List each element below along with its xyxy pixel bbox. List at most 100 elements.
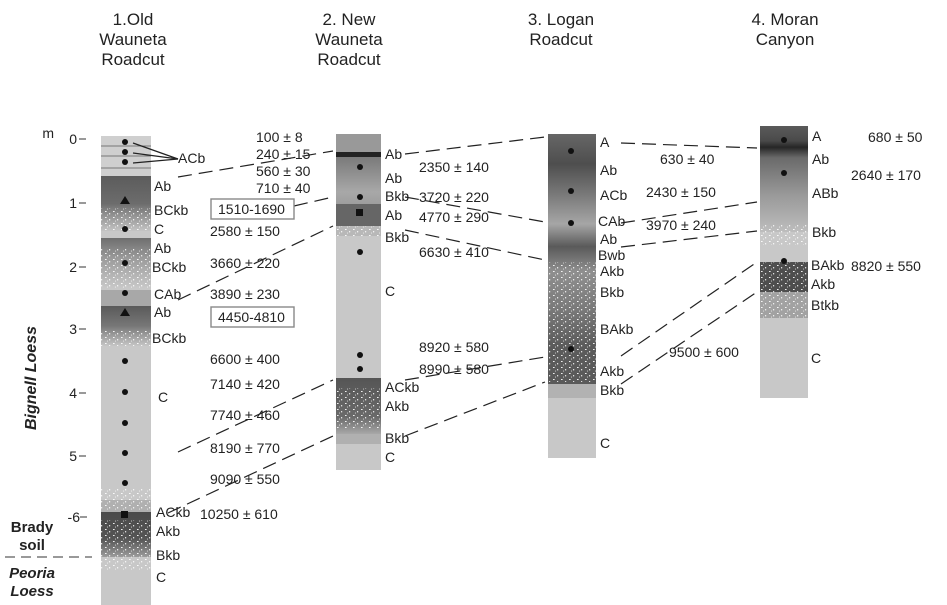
column-moran-canyon: A Ab ABb Bkb BAkb Akb Btkb C — [760, 126, 845, 398]
age-range-box — [210, 198, 295, 220]
horizon-label: C — [156, 569, 166, 585]
horizon-label: Akb — [156, 523, 180, 539]
depth-tick: 5 — [69, 448, 77, 464]
age-label: 560 ± 30 — [256, 163, 311, 179]
horizon-label: ACb — [600, 187, 627, 203]
header-line-1: 4. Moran — [751, 10, 818, 29]
depth-tick: 3 — [69, 321, 77, 337]
age-label: 630 ± 40 — [660, 151, 715, 167]
age-label: 8820 ± 550 — [851, 258, 921, 274]
header-old-wauneta: 1.Old Wauneta Roadcut — [99, 10, 167, 69]
horizon-label: C — [154, 221, 164, 237]
header-line-1: 3. Logan — [528, 10, 594, 29]
header-line-2: Roadcut — [529, 30, 593, 49]
horizon-label: Bkb — [385, 430, 409, 446]
peoria-loess-label: Peoria Loess — [9, 565, 55, 600]
age-label: 8920 ± 580 — [419, 339, 489, 355]
horizon-label: Akb — [811, 276, 835, 292]
horizon-label: CAb — [598, 213, 625, 229]
ages-logan: 630 ± 40 2430 ± 150 3970 ± 240 9500 ± 60… — [646, 151, 739, 360]
depth-tick: 2 — [69, 259, 77, 275]
horizon-label: Btkb — [811, 297, 839, 313]
age-label: 10250 ± 610 — [200, 506, 278, 522]
horizon-label: Bkb — [385, 188, 409, 204]
horizon-label: Ab — [154, 304, 171, 320]
age-label: 8990 ± 580 — [419, 361, 489, 377]
horizon-label: Bkb — [812, 224, 836, 240]
header-line-1: 2. New — [323, 10, 377, 29]
horizon-label: Ab — [600, 231, 617, 247]
horizon-label: Ab — [600, 162, 617, 178]
horizon-label: Akb — [385, 398, 409, 414]
header-line-2: Wauneta — [315, 30, 383, 49]
horizon-label: C — [600, 435, 610, 451]
column-logan-roadcut: A Ab ACb CAb Ab Bwb Akb Bkb BAkb Akb Bkb… — [548, 134, 634, 458]
horizon-label: Ab — [385, 146, 402, 162]
horizon-label: BCkb — [152, 330, 186, 346]
header-line-3: Roadcut — [101, 50, 165, 69]
horizon-label: BAkb — [811, 257, 845, 273]
svg-text:Loess: Loess — [10, 583, 53, 600]
depth-unit: m — [42, 125, 54, 141]
horizon-label: Bkb — [156, 547, 180, 563]
header-moran-canyon: 4. Moran Canyon — [751, 10, 818, 49]
age-label: 9500 ± 600 — [669, 344, 739, 360]
depth-axis: m 0 1 2 3 4 5 -6 — [42, 125, 87, 525]
header-line-3: Roadcut — [317, 50, 381, 69]
svg-text:Brady: Brady — [11, 519, 54, 536]
horizon-label: Ab — [812, 151, 829, 167]
column-old-wauneta: ACb Ab BCkb C Ab BCkb CAb Ab BCkb C ACkb… — [101, 136, 205, 605]
age-label: 8190 ± 770 — [210, 440, 280, 456]
horizon-label: A — [600, 134, 610, 150]
age-label: 2350 ± 140 — [419, 159, 489, 175]
horizon-label: Akb — [600, 363, 624, 379]
horizon-label: C — [811, 350, 821, 366]
horizon-label: Ab — [154, 178, 171, 194]
age-label: 2430 ± 150 — [646, 184, 716, 200]
depth-tick: 0 — [69, 131, 77, 147]
correlation-lines — [167, 136, 758, 514]
age-label: 680 ± 50 — [868, 129, 923, 145]
header-new-wauneta: 2. New Wauneta Roadcut — [315, 10, 383, 69]
header-line-2: Wauneta — [99, 30, 167, 49]
age-label: 710 ± 40 — [256, 180, 311, 196]
horizon-label: BCkb — [154, 202, 188, 218]
depth-tick: -6 — [68, 509, 81, 525]
age-range-box — [210, 306, 295, 328]
horizon-label: Akb — [600, 263, 624, 279]
svg-text:soil: soil — [19, 537, 45, 554]
horizon-label: C — [385, 449, 395, 465]
depth-tick: 4 — [69, 385, 77, 401]
horizon-label: Ab — [385, 207, 402, 223]
age-label: 3660 ± 220 — [210, 255, 280, 271]
horizon-label: Bwb — [598, 247, 625, 263]
header-line-1: 1.Old — [113, 10, 154, 29]
bignell-loess-label: Bignell Loess — [23, 326, 40, 430]
depth-tick: 1 — [69, 195, 77, 211]
header-line-2: Canyon — [756, 30, 815, 49]
horizon-label: CAb — [154, 286, 181, 302]
brady-soil-label: Brady soil — [11, 519, 54, 554]
horizon-label: Ab — [154, 240, 171, 256]
horizon-label: BAkb — [600, 321, 634, 337]
ages-moran: 680 ± 50 2640 ± 170 8820 ± 550 — [851, 129, 923, 274]
horizon-label: C — [158, 389, 168, 405]
age-label: 100 ± 8 — [256, 129, 303, 145]
horizon-label: ACkb — [156, 504, 190, 520]
horizon-label: Bkb — [600, 284, 624, 300]
ages-new-wauneta: 2350 ± 140 3720 ± 220 4770 ± 290 6630 ± … — [419, 159, 489, 377]
age-label: 7140 ± 420 — [210, 376, 280, 392]
horizon-label: Bkb — [385, 229, 409, 245]
age-label: 7740 ± 460 — [210, 407, 280, 423]
age-label: 1510-1690 — [218, 201, 285, 217]
horizon-label: Bkb — [600, 382, 624, 398]
age-label: 4450-4810 — [218, 309, 285, 325]
horizon-label: A — [812, 128, 822, 144]
horizon-label: ACkb — [385, 379, 419, 395]
horizon-label: ACb — [178, 150, 205, 166]
age-label: 9090 ± 550 — [210, 471, 280, 487]
column-new-wauneta: Ab Ab Bkb Ab Bkb C ACkb Akb Bkb C — [336, 134, 419, 470]
horizon-label: Ab — [385, 170, 402, 186]
age-label: 2580 ± 150 — [210, 223, 280, 239]
